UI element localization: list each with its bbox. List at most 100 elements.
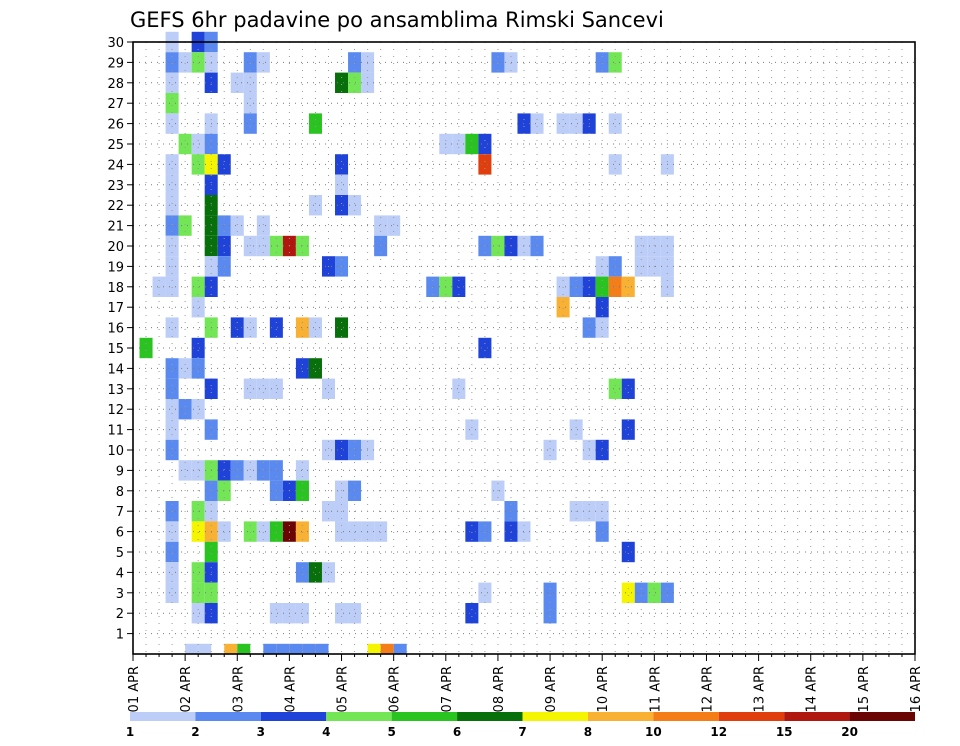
legend-swatch xyxy=(457,712,523,721)
y-tick-label: 22 xyxy=(107,199,124,214)
heatmap-cell xyxy=(256,521,270,542)
heatmap-cell xyxy=(178,399,192,420)
legend-label: 5 xyxy=(387,725,395,739)
heatmap-cell xyxy=(243,521,257,542)
legend-swatch xyxy=(522,712,588,721)
heatmap-cell xyxy=(295,358,309,379)
heatmap-cell xyxy=(478,133,492,155)
chart-title: GEFS 6hr padavine po ansamblima Rimski S… xyxy=(130,8,664,32)
y-tick-label: 25 xyxy=(107,138,124,153)
heatmap-cell xyxy=(621,582,635,603)
heatmap-cell xyxy=(478,521,492,542)
heatmap-cell xyxy=(269,317,283,338)
heatmap-cell xyxy=(256,52,270,73)
y-tick-label: 19 xyxy=(107,260,124,275)
heatmap-cell xyxy=(243,460,257,481)
y-tick-label: 23 xyxy=(107,179,124,194)
heatmap-cell xyxy=(478,337,492,359)
heatmap-cell xyxy=(191,399,205,420)
x-tick-label: 05 APR xyxy=(336,666,351,712)
heatmap-cell xyxy=(426,276,440,297)
y-tick-label: 6 xyxy=(116,526,124,541)
axes-layer: 1234567891011121314151617181920212223242… xyxy=(107,36,924,712)
heatmap-cell xyxy=(504,521,518,542)
heatmap-cell xyxy=(452,276,466,297)
heatmap-cell xyxy=(321,439,336,461)
heatmap-cell xyxy=(452,378,466,399)
y-tick-label: 17 xyxy=(107,301,124,316)
heatmap-cell xyxy=(165,399,179,420)
heatmap-cell xyxy=(308,358,322,379)
legend-layer: 1 2 3 4 5 6 7 8 10 12 15 20 xyxy=(126,712,915,739)
heatmap-cell xyxy=(178,358,192,379)
heatmap-cell xyxy=(621,419,635,440)
y-tick-label: 30 xyxy=(107,36,124,51)
heatmap-cell xyxy=(191,276,205,297)
heatmap-cell xyxy=(543,439,557,461)
heatmap-cell xyxy=(374,521,388,542)
y-tick-label: 15 xyxy=(107,342,124,357)
heatmap-cell xyxy=(595,317,609,338)
heatmap-cell xyxy=(556,297,570,318)
heatmap-cell xyxy=(308,195,322,216)
legend-label: 7 xyxy=(518,725,526,739)
x-tick-label: 04 APR xyxy=(283,666,298,712)
heatmap-cell xyxy=(165,154,179,175)
heatmap-cell xyxy=(256,378,270,399)
legend-label: 6 xyxy=(453,725,461,739)
legend-swatch xyxy=(391,712,458,721)
heatmap-cell xyxy=(595,52,609,73)
heatmap-cell xyxy=(191,297,205,318)
heatmap-cell xyxy=(295,521,309,542)
heatmap-cell xyxy=(165,419,179,440)
legend-swatch xyxy=(260,712,327,721)
x-tick-label: 09 APR xyxy=(544,666,559,712)
heatmap-cell xyxy=(191,562,205,583)
y-tick-label: 21 xyxy=(107,220,124,235)
legend-swatch xyxy=(784,712,850,721)
heatmap-cell xyxy=(165,93,179,114)
y-tick-label: 3 xyxy=(116,587,124,602)
heatmap-cell xyxy=(348,603,362,624)
heatmap-cell xyxy=(191,521,205,542)
heatmap-cell xyxy=(595,439,609,461)
y-tick-label: 1 xyxy=(116,628,124,643)
heatmap-cell xyxy=(243,72,257,93)
heatmap-cell xyxy=(152,276,166,297)
heatmap-cell xyxy=(621,276,635,297)
y-tick-label: 8 xyxy=(116,485,124,500)
heatmap-cell xyxy=(191,337,205,359)
heatmap-cell xyxy=(608,113,622,134)
heatmap-cell xyxy=(191,603,205,624)
heatmap-cell xyxy=(191,582,205,603)
y-tick-label: 28 xyxy=(107,77,124,92)
heatmap-cell xyxy=(165,358,179,379)
heatmap-cell xyxy=(243,378,257,399)
heatmap-cell xyxy=(348,72,362,93)
x-tick-label: 13 APR xyxy=(753,666,768,712)
heatmap-cell xyxy=(269,378,283,399)
heatmap-cell xyxy=(165,582,179,603)
heatmap-cell-edge xyxy=(315,643,329,654)
y-tick-label: 4 xyxy=(116,566,124,581)
heatmap-cell xyxy=(465,521,479,542)
y-tick-label: 10 xyxy=(107,444,124,459)
heatmap-cell xyxy=(256,460,270,481)
heatmap-cell xyxy=(595,276,609,297)
x-tick-label: 08 APR xyxy=(492,666,507,712)
heatmap-cell xyxy=(295,603,309,624)
heatmap-cell xyxy=(308,317,322,338)
y-tick-label: 7 xyxy=(116,505,124,520)
heatmap-cell-edge xyxy=(224,643,238,654)
heatmap-cell xyxy=(295,562,309,583)
heatmap-cell xyxy=(295,317,309,338)
heatmap-cell-edge xyxy=(198,643,212,654)
legend-label: 1 xyxy=(126,725,134,739)
y-tick-label: 16 xyxy=(107,322,124,337)
heatmap-cell xyxy=(556,113,570,134)
heatmap-cell xyxy=(230,72,244,93)
heatmap-cell xyxy=(634,582,648,603)
heatmap-cell xyxy=(374,215,388,236)
legend-swatch xyxy=(849,712,915,721)
heatmap-cell xyxy=(191,133,205,155)
